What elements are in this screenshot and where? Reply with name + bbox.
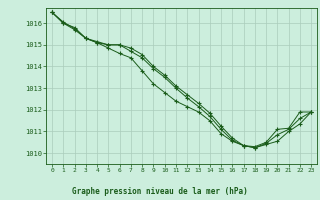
- Text: Graphe pression niveau de la mer (hPa): Graphe pression niveau de la mer (hPa): [72, 187, 248, 196]
